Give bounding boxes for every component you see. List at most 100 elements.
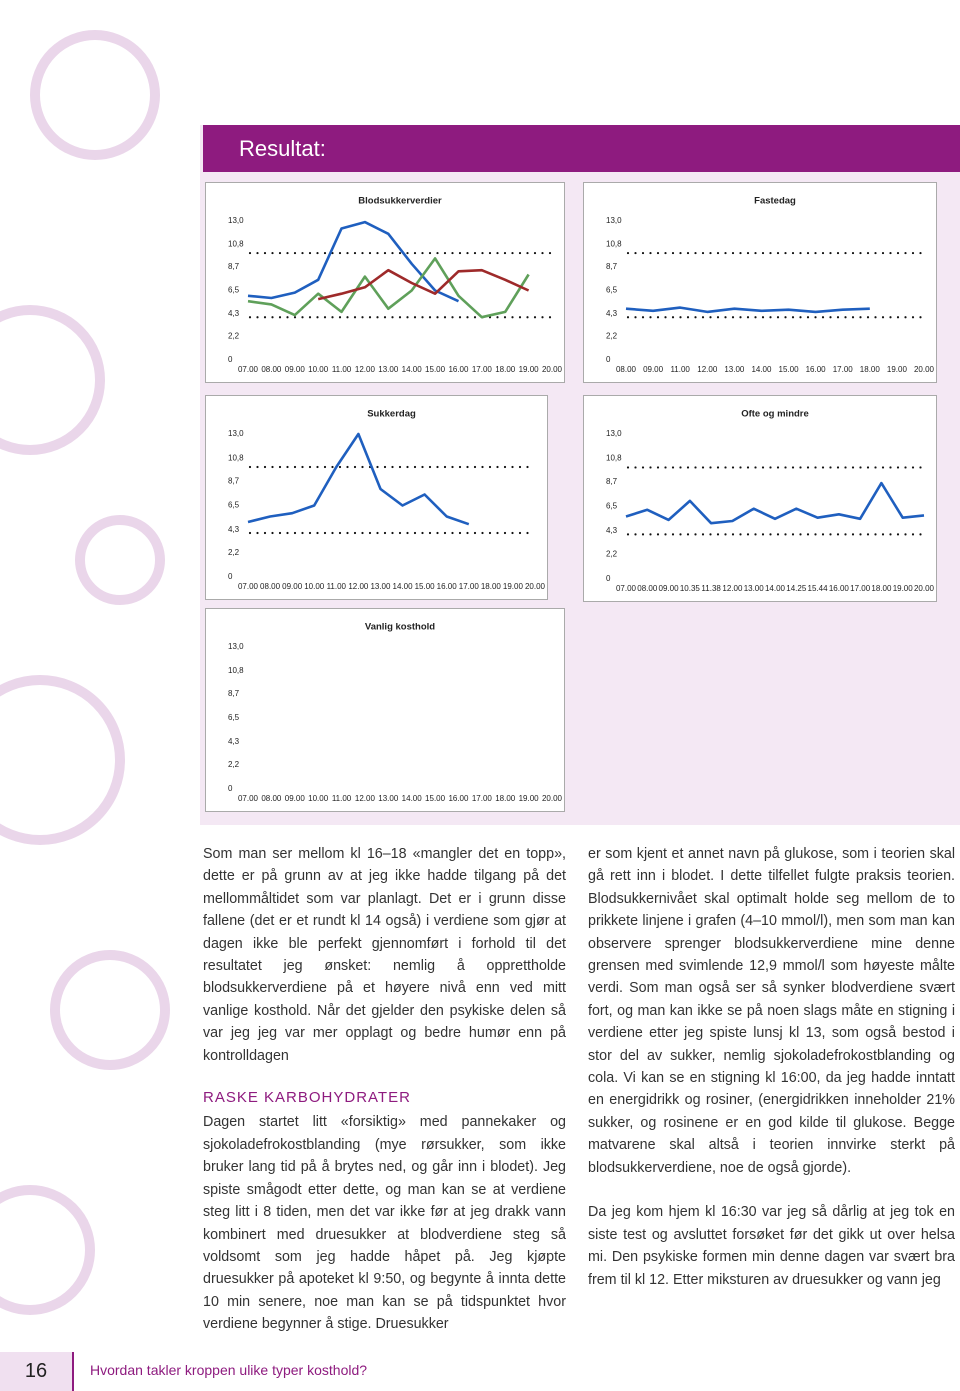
- x-tick-label: 08.00: [616, 365, 637, 374]
- y-tick-label: 8,7: [606, 262, 618, 271]
- x-tick-label: 15.00: [779, 365, 800, 374]
- x-tick-label: 13.00: [724, 365, 745, 374]
- x-tick-label: 20.00: [914, 365, 935, 374]
- x-tick-label: 17.00: [472, 365, 493, 374]
- x-tick-label: 16.00: [448, 365, 469, 374]
- chart: Ofte og mindre 0 2,2 4,3 6,5 8,7 10,8 13,0 07.00…: [606, 409, 935, 594]
- x-tick-label: 07.00: [238, 794, 259, 803]
- x-tick-label: 19.00: [519, 365, 540, 374]
- y-tick-label: 2,2: [606, 550, 618, 559]
- x-tick-label: 17.00: [459, 582, 480, 591]
- y-tick-label: 6,5: [228, 286, 240, 295]
- x-tick-label: 12.00: [722, 584, 743, 593]
- y-tick-label: 10,8: [228, 240, 244, 249]
- series-line: [247, 220, 460, 303]
- x-tick-label: 09.00: [285, 365, 306, 374]
- x-tick-label: 14.00: [751, 365, 772, 374]
- x-tick-label: 19.00: [503, 582, 524, 591]
- series-line: [317, 268, 530, 301]
- paragraph: er som kjent et annet navn på glukose, s…: [588, 846, 955, 1176]
- y-tick-label: 0: [228, 784, 233, 793]
- x-tick-label: 10.00: [308, 365, 329, 374]
- paragraph: Dagen startet litt «forsiktig» med panne…: [203, 1114, 566, 1333]
- x-tick-label: 08.00: [260, 582, 281, 591]
- x-tick-label: 10.00: [308, 794, 329, 803]
- x-tick-label: 15.00: [415, 582, 436, 591]
- x-tick-label: 19.00: [887, 365, 908, 374]
- x-tick-label: 15.00: [425, 365, 446, 374]
- chart: Sukkerdag 0 2,2 4,3 6,5 8,7 10,8 13,0 07.00 08.00…: [228, 409, 546, 592]
- paragraph: Da jeg kom hjem kl 16:30 var jeg så dårl…: [588, 1204, 955, 1288]
- x-tick-label: 18.00: [871, 584, 892, 593]
- x-tick-label: 07.00: [238, 365, 259, 374]
- x-tick-label: 13.00: [378, 365, 399, 374]
- x-tick-label: 18.00: [481, 582, 502, 591]
- x-tick-label: 13.00: [744, 584, 765, 593]
- y-tick-label: 13,0: [228, 216, 244, 225]
- y-tick-label: 13,0: [228, 429, 244, 438]
- y-tick-label: 13,0: [228, 642, 244, 651]
- x-tick-label: 09.00: [659, 584, 680, 593]
- x-tick-label: 18.00: [495, 365, 516, 374]
- x-tick-label: 14.00: [402, 794, 423, 803]
- x-tick-label: 07.00: [616, 584, 637, 593]
- chart-box: Fastedag 0 2,2 4,3 6,5 8,7 10,8 13,0 08.00 09.00 1…: [583, 182, 937, 383]
- x-tick-label: 14.00: [765, 584, 786, 593]
- series-line: [625, 481, 925, 525]
- x-tick-label: 18.00: [495, 794, 516, 803]
- x-tick-label: 08.00: [637, 584, 658, 593]
- x-tick-label: 12.00: [348, 582, 369, 591]
- y-tick-label: 8,7: [606, 477, 618, 486]
- x-tick-label: 16.00: [448, 794, 469, 803]
- right-column: er som kjent et annet navn på glukose, s…: [588, 843, 955, 1291]
- x-tick-label: 11.00: [332, 365, 352, 374]
- chart-title: Fastedag: [754, 196, 796, 207]
- page-number: 16: [0, 1352, 74, 1391]
- y-tick-label: 10,8: [606, 240, 622, 249]
- chart: Blodsukkerverdier 0 2,2 4,3 6,5 8,7 10,8 13,0 07…: [228, 196, 563, 375]
- y-tick-label: 6,5: [606, 286, 618, 295]
- x-tick-label: 13.00: [378, 794, 399, 803]
- x-tick-label: 16.00: [806, 365, 827, 374]
- y-tick-label: 6,5: [228, 713, 240, 722]
- x-tick-label: 13.00: [370, 582, 391, 591]
- y-tick-label: 8,7: [228, 262, 240, 271]
- y-tick-label: 6,5: [606, 502, 618, 511]
- y-tick-label: 4,3: [228, 737, 240, 746]
- x-tick-label: 20.00: [542, 794, 563, 803]
- x-tick-label: 11.00: [332, 794, 352, 803]
- x-tick-label: 09.00: [285, 794, 306, 803]
- y-tick-label: 0: [606, 574, 611, 583]
- y-tick-label: 8,7: [228, 476, 240, 485]
- chart-box: Ofte og mindre 0 2,2 4,3 6,5 8,7 10,8 13,0 07.00…: [583, 395, 937, 602]
- series-line: [247, 257, 530, 319]
- x-tick-label: 12.00: [355, 365, 376, 374]
- series-line: [625, 306, 870, 314]
- y-tick-label: 10,8: [228, 453, 244, 462]
- y-tick-label: 2,2: [228, 760, 240, 769]
- y-tick-label: 6,5: [228, 501, 240, 510]
- x-tick-label: 12.00: [697, 365, 718, 374]
- x-tick-label: 11.00: [670, 365, 690, 374]
- x-tick-label: 11.00: [327, 582, 347, 591]
- x-tick-label: 14.00: [393, 582, 414, 591]
- y-tick-label: 0: [228, 355, 233, 364]
- x-tick-label: 07.00: [238, 582, 259, 591]
- x-tick-label: 17.00: [833, 365, 854, 374]
- y-tick-label: 4,3: [228, 309, 240, 318]
- x-tick-label: 17.00: [472, 794, 493, 803]
- x-tick-label: 16.00: [437, 582, 458, 591]
- y-tick-label: 10,8: [228, 666, 244, 675]
- left-column: Som man ser mellom kl 16–18 «mangler det…: [203, 843, 566, 1336]
- x-tick-label: 09.00: [282, 582, 303, 591]
- x-tick-label: 15.00: [425, 794, 446, 803]
- x-tick-label: 19.00: [893, 584, 914, 593]
- y-tick-label: 4,3: [606, 309, 618, 318]
- y-tick-label: 2,2: [228, 332, 240, 341]
- chart-title: Vanlig kosthold: [365, 622, 435, 633]
- decoration: [0, 30, 170, 1315]
- y-tick-label: 2,2: [228, 548, 240, 557]
- footer-text: Hvordan takler kroppen ulike typer kosth…: [90, 1362, 368, 1378]
- y-tick-label: 10,8: [606, 454, 622, 463]
